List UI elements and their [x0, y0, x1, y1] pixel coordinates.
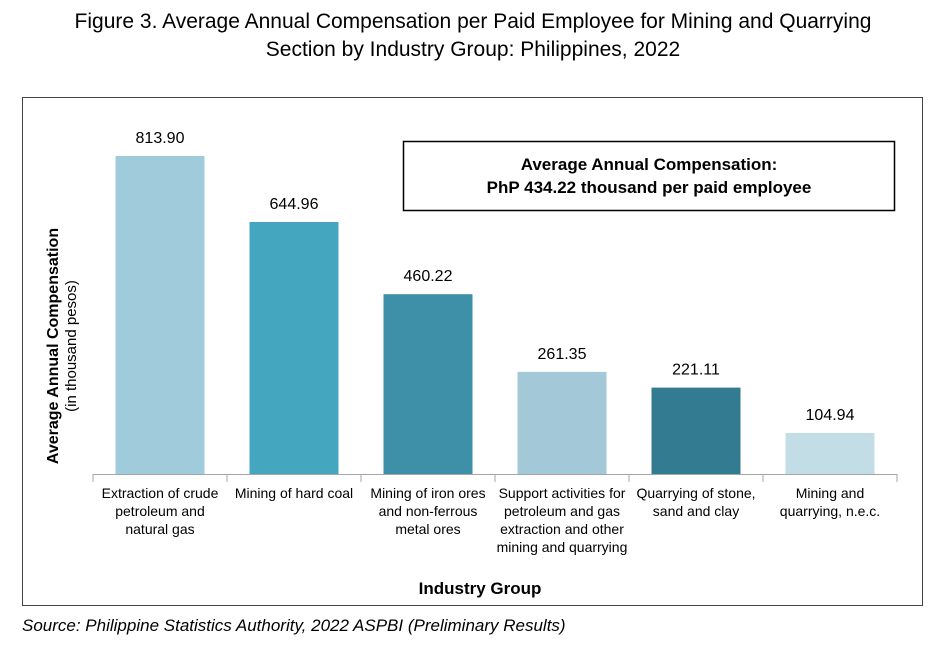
- x-tick-label: Support activities for petroleum and gas…: [496, 485, 628, 555]
- callout-box: [402, 140, 896, 212]
- callout-text: Average Annual Compensation:: [521, 155, 778, 174]
- x-axis-label: Industry Group: [419, 579, 542, 598]
- value-label: 221.11: [672, 362, 720, 379]
- bar: [651, 387, 741, 474]
- bar: [383, 294, 473, 474]
- x-tick-label: Mining and quarrying, n.e.c.: [779, 485, 881, 519]
- chart-title: Figure 3. Average Annual Compensation pe…: [74, 10, 872, 61]
- value-label: 460.22: [404, 268, 453, 285]
- frame: [22, 97, 923, 606]
- bar: [249, 222, 339, 474]
- value-label: 104.94: [806, 407, 855, 424]
- value-label: 261.35: [538, 346, 587, 363]
- y-axis-sublabel: (in thousand pesos): [63, 280, 80, 412]
- value-label: 813.90: [136, 130, 185, 147]
- x-tick-label: Extraction of crude petroleum and natura…: [101, 485, 219, 537]
- value-label: 644.96: [270, 196, 319, 213]
- bar: [785, 432, 875, 474]
- y-axis-label: Average Annual Compensation: [45, 228, 62, 464]
- source: Source: Philippine Statistics Authority,…: [22, 616, 566, 635]
- callout-text: PhP 434.22 thousand per paid employee: [487, 178, 812, 197]
- bar: [115, 156, 205, 474]
- x-tick-label: Mining of hard coal: [234, 485, 354, 501]
- bar: [517, 371, 607, 474]
- x-tick-label: Quarrying of stone, sand and clay: [636, 485, 756, 519]
- x-tick-label: Mining of iron ores and non-ferrous meta…: [370, 485, 486, 537]
